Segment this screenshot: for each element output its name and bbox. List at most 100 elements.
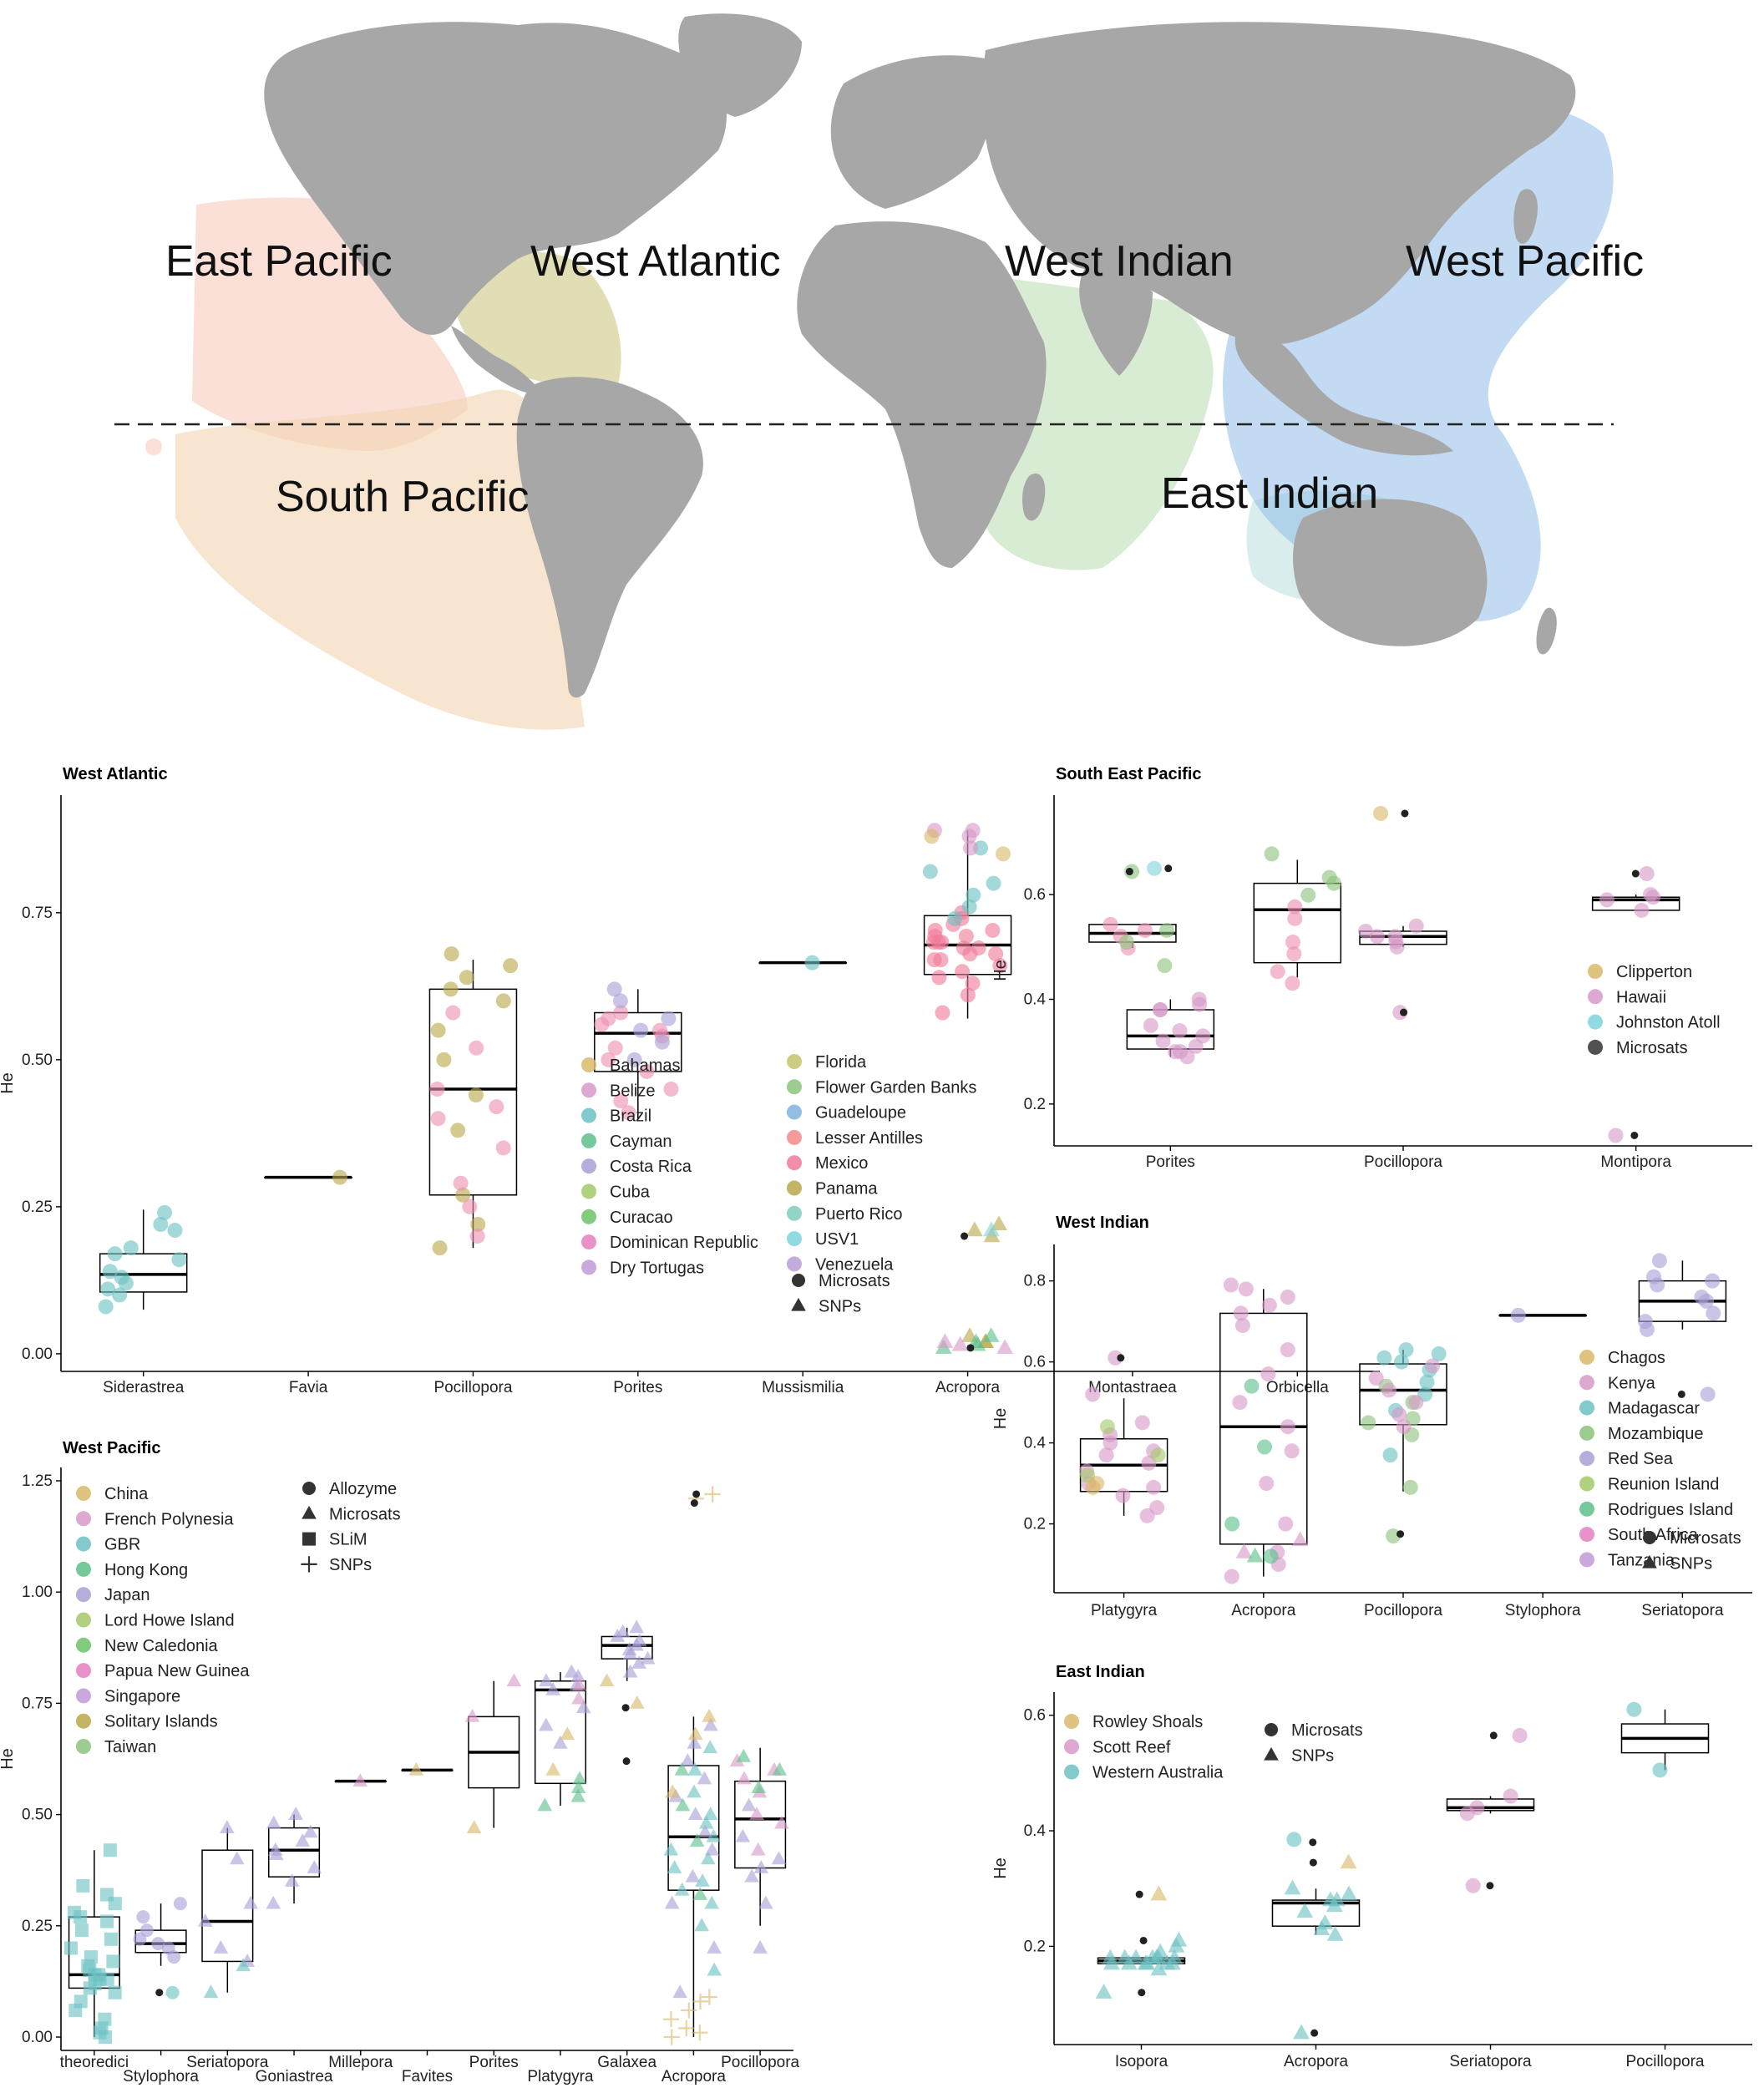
data-point: [106, 1954, 120, 1969]
legend: Rowley Shoals Scott Reef Western Australia…: [1064, 1713, 1363, 1782]
data-point: [455, 1187, 471, 1203]
data-point: [1089, 1476, 1105, 1492]
y-tick-label: 0.50: [22, 1052, 53, 1069]
data-point: [307, 1860, 322, 1873]
x-tick-label-pocillopora: Pocillopora: [721, 2054, 799, 2071]
box-body: [267, 1827, 321, 1878]
data-point: [288, 1807, 303, 1820]
data-point: [629, 1619, 644, 1634]
data-point: [553, 1735, 568, 1749]
data-point: [702, 1807, 718, 1820]
data-point: [685, 1868, 701, 1883]
legend-swatch-singapore: [76, 1688, 91, 1704]
data-point: [495, 1140, 511, 1156]
data-point: [662, 2011, 680, 2028]
data-point: [572, 1771, 587, 1785]
legend-shape-snps: [1642, 1554, 1657, 1569]
x-tick-label-galaxea: Galaxea: [597, 2054, 656, 2071]
data-point: [924, 829, 940, 844]
legend-label-lesser-antilles: Lesser Antilles: [815, 1129, 923, 1148]
data-point: [1150, 1447, 1166, 1463]
data-point: [621, 1105, 636, 1121]
south-america: [516, 377, 703, 698]
data-point: [751, 1780, 767, 1794]
x-tick-label-pocillopora: Pocillopora: [1364, 1153, 1442, 1171]
panel-title: West Atlantic: [63, 765, 168, 783]
legend-label-mexico: Mexico: [815, 1154, 868, 1173]
data-point: [675, 1797, 691, 1812]
panel-east-indian: East Indian He 0.2 0.4 0.6 Isopora Acropora Ser…: [991, 1663, 1752, 2070]
outlier-point: [1400, 1008, 1408, 1016]
data-point: [1280, 1419, 1295, 1435]
legend-label-solitary-islands: Solitary Islands: [104, 1713, 218, 1731]
data-point: [165, 1985, 180, 1999]
central-america: [451, 326, 535, 393]
data-point: [661, 1011, 677, 1026]
data-point: [332, 1169, 348, 1185]
data-point: [992, 958, 1008, 974]
x-tick-label-goniastrea: Goniastrea: [256, 2068, 333, 2085]
legend-label-japan: Japan: [104, 1586, 150, 1604]
legend-label-madagascar: Madagascar: [1608, 1400, 1700, 1418]
data-point: [1166, 1949, 1184, 1964]
data-point: [1263, 1548, 1279, 1564]
data-point: [1419, 1374, 1435, 1390]
data-point: [1146, 1479, 1162, 1495]
data-point: [1115, 1487, 1131, 1503]
data-point: [1099, 1419, 1115, 1435]
legend-swatch-bahamas: [581, 1057, 596, 1072]
x-tick-label-seriatopora: Seriatopora: [1449, 2053, 1532, 2070]
data-point: [268, 1842, 283, 1856]
data-point: [1102, 916, 1118, 932]
data-point: [631, 1633, 647, 1647]
legend-swatch-brazil: [581, 1107, 596, 1123]
data-point: [613, 1093, 629, 1109]
x-tick-label-millepora: Millepora: [328, 2054, 393, 2071]
y-tick-label: 0.4: [1024, 991, 1047, 1008]
data-point: [606, 981, 622, 997]
legend-swatch-cuba: [581, 1183, 596, 1199]
data-point: [633, 1022, 649, 1038]
data-point: [678, 2020, 695, 2036]
data-point: [1095, 1984, 1113, 1999]
legend: China French Polynesia GBR Hong Kong Japan Lo…: [76, 1480, 401, 1756]
data-point: [966, 887, 981, 903]
data-point: [736, 1748, 752, 1762]
data-point: [203, 1984, 219, 1999]
data-point: [445, 1005, 461, 1021]
data-point: [651, 1022, 667, 1038]
legend-swatch-french-polynesia: [76, 1511, 91, 1527]
data-point: [284, 1873, 300, 1887]
data-point: [771, 1851, 787, 1865]
data-point: [654, 1034, 670, 1050]
legend-shape-slim: [302, 1532, 316, 1546]
data-point: [469, 1229, 485, 1244]
data-point: [1634, 902, 1650, 918]
legend-shape-microsats: [302, 1505, 317, 1519]
region-label-west-atlantic: West Atlantic: [530, 237, 781, 286]
data-point: [988, 946, 1004, 962]
data-point: [695, 1873, 710, 1887]
legend-label-papua-new-guinea: Papua New Guinea: [104, 1662, 250, 1680]
data-point: [570, 1780, 586, 1794]
data-point: [1646, 1269, 1662, 1285]
x-tick-label-montipora: Montipora: [1600, 1153, 1671, 1171]
y-axis-label: He: [0, 1072, 17, 1094]
europe: [830, 55, 995, 209]
data-point: [1373, 805, 1389, 821]
panel-west-indian: West Indian He 0.2 0.4 0.6 0.8 Platygyra Acropo…: [991, 1214, 1752, 1619]
data-point: [98, 2012, 112, 2026]
data-point: [243, 1895, 259, 1909]
legend-label-brazil: Brazil: [610, 1107, 651, 1126]
region-label-south-pacific: South Pacific: [276, 473, 530, 521]
data-point: [1233, 1305, 1249, 1321]
data-point: [430, 1111, 446, 1127]
data-point: [1652, 1762, 1668, 1778]
legend-shape-label-snps: SNPs: [819, 1297, 861, 1315]
data-point: [197, 1913, 213, 1927]
data-point: [151, 1937, 165, 1951]
data-point: [1398, 1342, 1414, 1358]
data-point: [1396, 1419, 1412, 1435]
data-point: [702, 1708, 717, 1722]
legend-label-florida: Florida: [815, 1053, 867, 1072]
